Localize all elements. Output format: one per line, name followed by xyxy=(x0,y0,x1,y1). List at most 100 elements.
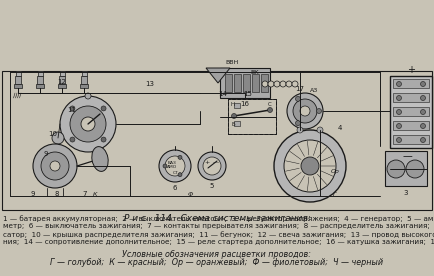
Text: —: — xyxy=(402,151,412,161)
Text: 14: 14 xyxy=(219,91,227,97)
Text: Ф: Ф xyxy=(187,192,193,197)
Bar xyxy=(36,84,44,88)
Circle shape xyxy=(198,152,226,180)
Circle shape xyxy=(262,81,268,87)
Circle shape xyxy=(421,123,425,129)
Text: 5: 5 xyxy=(210,183,214,189)
Circle shape xyxy=(101,106,106,111)
Circle shape xyxy=(316,108,322,113)
Bar xyxy=(220,68,270,98)
Bar xyxy=(234,103,240,108)
Circle shape xyxy=(284,140,336,192)
Text: 16: 16 xyxy=(240,101,250,107)
Circle shape xyxy=(406,160,424,178)
Text: метр;  6 — выключатель зажигания;  7 — контакты прерывателя зажигания;  8 — расп: метр; 6 — выключатель зажигания; 7 — кон… xyxy=(3,223,434,229)
Circle shape xyxy=(268,81,274,87)
Circle shape xyxy=(85,93,91,99)
Circle shape xyxy=(178,173,182,177)
Bar xyxy=(234,121,240,126)
Text: 8: 8 xyxy=(55,191,59,197)
Circle shape xyxy=(70,106,75,111)
Text: 3: 3 xyxy=(404,190,408,196)
Text: 13: 13 xyxy=(145,81,155,87)
Bar xyxy=(228,99,276,134)
Bar xyxy=(37,76,43,84)
Text: 15: 15 xyxy=(243,91,253,97)
Bar xyxy=(393,107,429,116)
Bar xyxy=(16,71,20,76)
Text: Ор: Ор xyxy=(331,169,339,174)
Bar xyxy=(2,71,432,210)
Bar xyxy=(390,76,432,148)
Circle shape xyxy=(52,132,64,144)
Bar xyxy=(228,99,276,134)
Bar xyxy=(243,74,250,92)
Circle shape xyxy=(41,152,69,180)
Bar xyxy=(37,71,43,76)
Bar xyxy=(252,74,259,92)
Circle shape xyxy=(397,137,401,142)
Circle shape xyxy=(81,117,95,131)
Circle shape xyxy=(163,164,167,168)
Text: Н: Н xyxy=(231,102,235,107)
Circle shape xyxy=(293,99,317,123)
Text: СТ: СТ xyxy=(173,171,179,175)
Circle shape xyxy=(101,137,106,142)
Text: ния;  14 — сопротивление дополнительное;  15 — реле стартера дополнительное;  16: ния; 14 — сопротивление дополнительное; … xyxy=(3,239,434,245)
Circle shape xyxy=(50,161,60,171)
Circle shape xyxy=(287,93,323,129)
Text: К: К xyxy=(93,192,97,197)
Polygon shape xyxy=(206,68,230,83)
Circle shape xyxy=(178,155,182,159)
Bar xyxy=(59,71,65,76)
Bar xyxy=(393,93,429,102)
Ellipse shape xyxy=(92,147,108,171)
Bar xyxy=(234,74,241,92)
Text: ВВН: ВВН xyxy=(225,60,239,65)
Text: +: + xyxy=(407,65,415,75)
Text: 4: 4 xyxy=(338,125,342,131)
Circle shape xyxy=(317,127,323,133)
Text: —: — xyxy=(213,161,219,166)
Circle shape xyxy=(70,137,75,142)
Bar xyxy=(82,71,86,76)
Text: сатор;  10 — крышка распределителя зажигания;  11 — бегунок;  12 — свеча зажиган: сатор; 10 — крышка распределителя зажига… xyxy=(3,231,434,238)
Text: +: + xyxy=(204,161,210,166)
Text: ВАЗ: ВАЗ xyxy=(168,161,176,165)
Bar xyxy=(58,84,66,88)
Circle shape xyxy=(421,110,425,115)
Circle shape xyxy=(421,81,425,86)
Circle shape xyxy=(421,95,425,100)
Circle shape xyxy=(397,95,401,100)
Text: 17: 17 xyxy=(296,86,305,92)
Text: ВК: ВК xyxy=(251,70,259,75)
Text: 11: 11 xyxy=(68,107,76,113)
Bar xyxy=(225,74,232,92)
Circle shape xyxy=(231,113,237,118)
Bar xyxy=(385,151,427,186)
Circle shape xyxy=(421,137,425,142)
Circle shape xyxy=(397,123,401,129)
Circle shape xyxy=(274,81,280,87)
Text: Б: Б xyxy=(231,121,235,126)
Bar xyxy=(261,74,268,92)
Circle shape xyxy=(70,106,106,142)
Text: Г: Г xyxy=(333,192,337,197)
Circle shape xyxy=(296,96,300,101)
Bar xyxy=(80,84,88,88)
Bar xyxy=(15,76,21,84)
Bar xyxy=(81,76,87,84)
Circle shape xyxy=(301,157,319,175)
Circle shape xyxy=(267,107,273,113)
Circle shape xyxy=(397,81,401,86)
Bar xyxy=(393,79,429,88)
Bar xyxy=(59,76,65,84)
Text: 12: 12 xyxy=(58,79,66,85)
Bar xyxy=(393,121,429,130)
Circle shape xyxy=(286,81,292,87)
Text: С: С xyxy=(268,102,272,107)
Text: 6: 6 xyxy=(173,185,177,191)
Circle shape xyxy=(203,157,221,175)
Circle shape xyxy=(274,130,346,202)
Circle shape xyxy=(165,156,185,176)
